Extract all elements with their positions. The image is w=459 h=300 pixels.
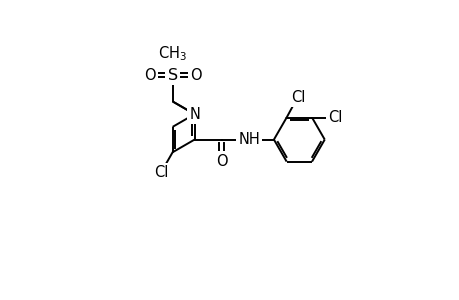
Text: NH: NH [238,132,260,147]
Text: O: O [190,68,201,83]
Text: Cl: Cl [291,90,305,105]
Text: N: N [189,107,200,122]
Text: Cl: Cl [327,110,341,125]
Text: O: O [143,68,155,83]
Text: S: S [167,68,177,83]
Text: N: N [189,107,200,122]
Text: Cl: Cl [154,165,168,180]
Text: O: O [215,154,227,169]
Text: CH$_3$: CH$_3$ [158,44,187,63]
